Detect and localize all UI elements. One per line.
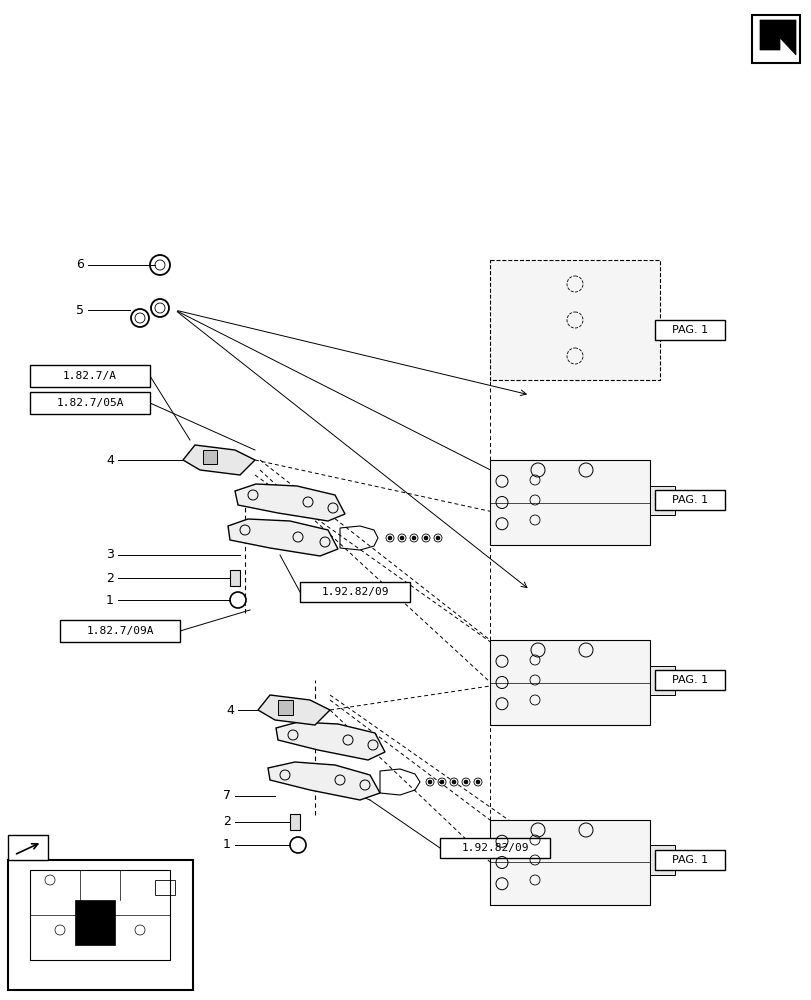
Text: 2: 2 [106,572,114,584]
Bar [654,320,724,340]
Text: PAG. 1: PAG. 1 [672,675,707,685]
Polygon shape [258,695,329,725]
Bar [299,582,410,602]
Circle shape [411,536,415,540]
Bar [440,838,549,858]
Bar [489,260,659,380]
Polygon shape [759,20,795,55]
Bar [30,392,150,414]
Polygon shape [234,484,345,521]
Bar [489,640,649,725]
Text: 2: 2 [223,815,230,828]
Text: 1: 1 [223,838,230,851]
Text: 5: 5 [76,304,84,316]
Circle shape [475,780,479,784]
Bar [649,845,674,875]
Bar [489,820,649,905]
Circle shape [423,536,427,540]
Bar [649,486,674,515]
Circle shape [436,536,440,540]
Text: 7: 7 [223,789,230,802]
Circle shape [427,780,431,784]
Text: 4: 4 [106,454,114,466]
Polygon shape [268,762,380,800]
Bar [290,814,299,830]
Circle shape [440,780,444,784]
Text: 1.92.82/09: 1.92.82/09 [321,587,388,597]
Text: 1: 1 [106,593,114,606]
Circle shape [452,780,456,784]
Text: PAG. 1: PAG. 1 [672,325,707,335]
Text: PAG. 1: PAG. 1 [672,855,707,865]
Text: 1.82.7/A: 1.82.7/A [63,371,117,381]
Bar [751,15,799,63]
Polygon shape [75,900,115,945]
Text: PAG. 1: PAG. 1 [672,495,707,505]
Polygon shape [182,445,255,475]
Bar [654,490,724,510]
Bar [489,460,649,545]
Bar [8,835,48,860]
Bar [230,570,240,586]
Text: 4: 4 [225,704,234,716]
Text: 6: 6 [76,258,84,271]
Bar [60,620,180,642]
Bar [277,700,293,715]
Bar [654,670,724,690]
Polygon shape [228,519,337,556]
Circle shape [388,536,392,540]
Bar [30,365,150,387]
Polygon shape [276,722,384,760]
Circle shape [463,780,467,784]
Bar [654,850,724,870]
Text: 3: 3 [106,548,114,562]
Text: 1.82.7/09A: 1.82.7/09A [86,626,153,636]
Bar [8,860,193,990]
Bar [203,450,217,464]
Circle shape [400,536,404,540]
Bar [649,666,674,695]
Text: 1.82.7/05A: 1.82.7/05A [56,398,123,408]
Text: 1.92.82/09: 1.92.82/09 [461,843,528,853]
